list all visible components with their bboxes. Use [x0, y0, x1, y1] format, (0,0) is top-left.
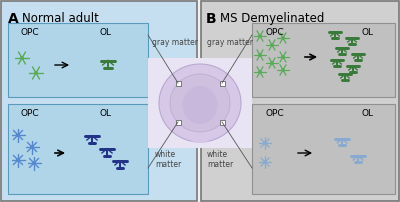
Circle shape	[33, 162, 35, 164]
Circle shape	[271, 62, 273, 64]
Text: A: A	[8, 12, 19, 26]
Ellipse shape	[170, 74, 230, 132]
FancyBboxPatch shape	[148, 58, 252, 148]
Circle shape	[259, 35, 261, 37]
Text: OPC: OPC	[21, 109, 39, 118]
Circle shape	[264, 142, 266, 144]
Circle shape	[21, 57, 23, 59]
Circle shape	[271, 44, 273, 46]
Circle shape	[259, 54, 261, 56]
Text: gray matter: gray matter	[207, 38, 253, 47]
Ellipse shape	[182, 86, 218, 124]
Text: OPC: OPC	[21, 28, 39, 37]
Circle shape	[282, 37, 284, 39]
FancyBboxPatch shape	[8, 104, 148, 194]
Text: white
matter: white matter	[207, 150, 233, 169]
Ellipse shape	[190, 133, 210, 143]
Text: gray matter: gray matter	[152, 38, 198, 47]
Circle shape	[282, 69, 284, 71]
Text: B: B	[206, 12, 217, 26]
Circle shape	[259, 71, 261, 73]
Circle shape	[17, 134, 19, 136]
Text: Normal adult: Normal adult	[22, 12, 99, 25]
Circle shape	[35, 72, 37, 74]
Ellipse shape	[159, 64, 241, 142]
Circle shape	[17, 159, 19, 161]
FancyBboxPatch shape	[1, 1, 197, 201]
Text: MS Demyelinated: MS Demyelinated	[220, 12, 324, 25]
FancyBboxPatch shape	[8, 23, 148, 97]
FancyBboxPatch shape	[252, 104, 395, 194]
Bar	[220, 81, 224, 85]
Text: OL: OL	[99, 28, 111, 37]
Circle shape	[264, 161, 266, 163]
FancyBboxPatch shape	[252, 23, 395, 97]
Bar	[176, 120, 180, 124]
FancyBboxPatch shape	[201, 1, 399, 201]
Text: OL: OL	[361, 28, 373, 37]
Circle shape	[282, 56, 284, 58]
Bar	[220, 120, 224, 124]
Circle shape	[31, 146, 33, 148]
Bar	[176, 81, 180, 85]
Text: OL: OL	[361, 109, 373, 118]
Text: OPC: OPC	[266, 109, 284, 118]
Text: OL: OL	[99, 109, 111, 118]
Text: white
matter: white matter	[155, 150, 181, 169]
Text: OPC: OPC	[266, 28, 284, 37]
